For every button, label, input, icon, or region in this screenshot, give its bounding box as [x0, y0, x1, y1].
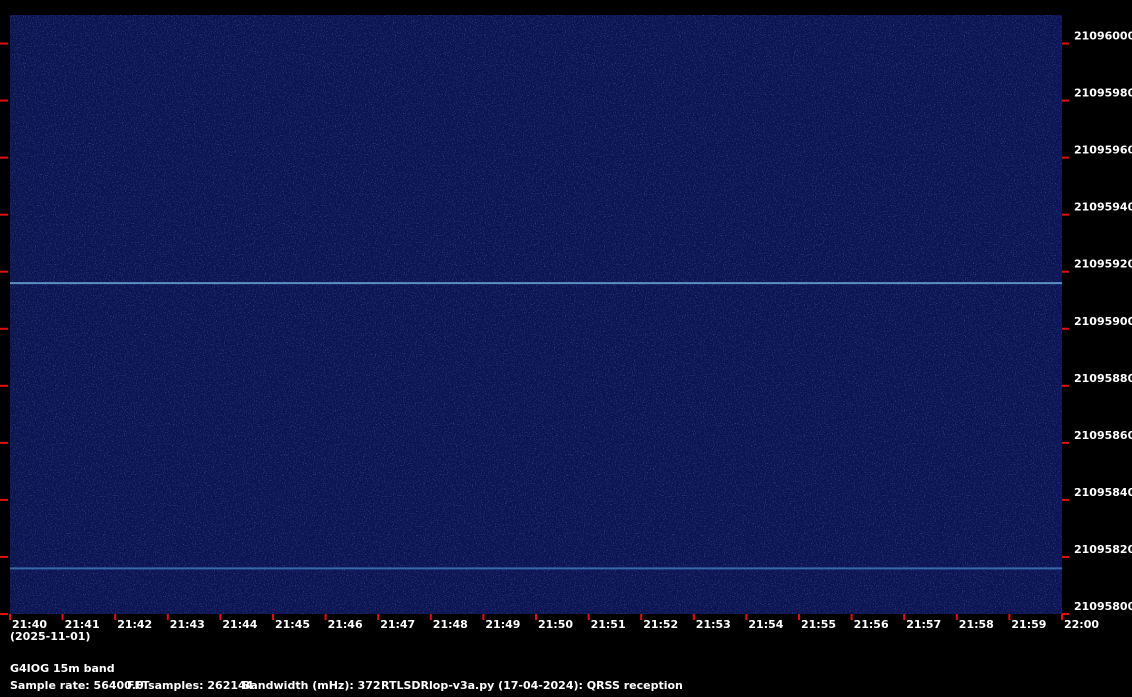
x-tick-label: 21:49: [485, 618, 520, 631]
x-tick-label: 21:41: [65, 618, 100, 631]
y-tick-label: 21095840: [1074, 486, 1132, 499]
x-tick-label: 21:45: [275, 618, 310, 631]
y-tick-label: 21095940: [1074, 201, 1132, 214]
y-tick-label: 21095960: [1074, 144, 1132, 157]
info: Bandwidth (mHz): 372: [242, 679, 381, 692]
y-tick-label: 21095860: [1074, 429, 1132, 442]
x-tick-label: 21:50: [538, 618, 573, 631]
title: G4IOG 15m band: [10, 662, 115, 675]
x-tick-label: 21:55: [801, 618, 836, 631]
x-tick-label: 21:44: [222, 618, 257, 631]
x-tick-label: 21:52: [643, 618, 678, 631]
noise: [10, 15, 1062, 614]
x-tick-label: 21:40: [12, 618, 47, 631]
y-tick-label: 21095820: [1074, 543, 1132, 556]
x-tick-label: 21:48: [433, 618, 468, 631]
x-tick-label: 21:51: [591, 618, 626, 631]
x-tick-label: 22:00: [1064, 618, 1099, 631]
info: RTLSDRlop-v3a.py (17-04-2024): QRSS rece…: [381, 679, 683, 692]
x-tick-label: 21:56: [854, 618, 889, 631]
x-tick-label: 21:54: [748, 618, 783, 631]
y-tick-label: 21096000: [1074, 30, 1132, 43]
y-tick-label: 21095920: [1074, 258, 1132, 271]
x-tick-label: 21:59: [1011, 618, 1046, 631]
x-tick-label: 21:57: [906, 618, 941, 631]
y-tick-label: 21095900: [1074, 315, 1132, 328]
x-tick-label: 21:43: [170, 618, 205, 631]
date-label: (2025-11-01): [10, 630, 90, 643]
y-tick-label: 21095800: [1074, 600, 1132, 613]
x-tick-label: 21:58: [959, 618, 994, 631]
y-tick-label: 21095980: [1074, 87, 1132, 100]
y-tick-label: 21095880: [1074, 372, 1132, 385]
info: Sample rate: 56400.0: [10, 679, 144, 692]
x-tick-label: 21:47: [380, 618, 415, 631]
x-tick-label: 21:53: [696, 618, 731, 631]
x-tick-label: 21:42: [117, 618, 152, 631]
x-tick-label: 21:46: [328, 618, 363, 631]
info: FFTsamples: 262144: [127, 679, 254, 692]
